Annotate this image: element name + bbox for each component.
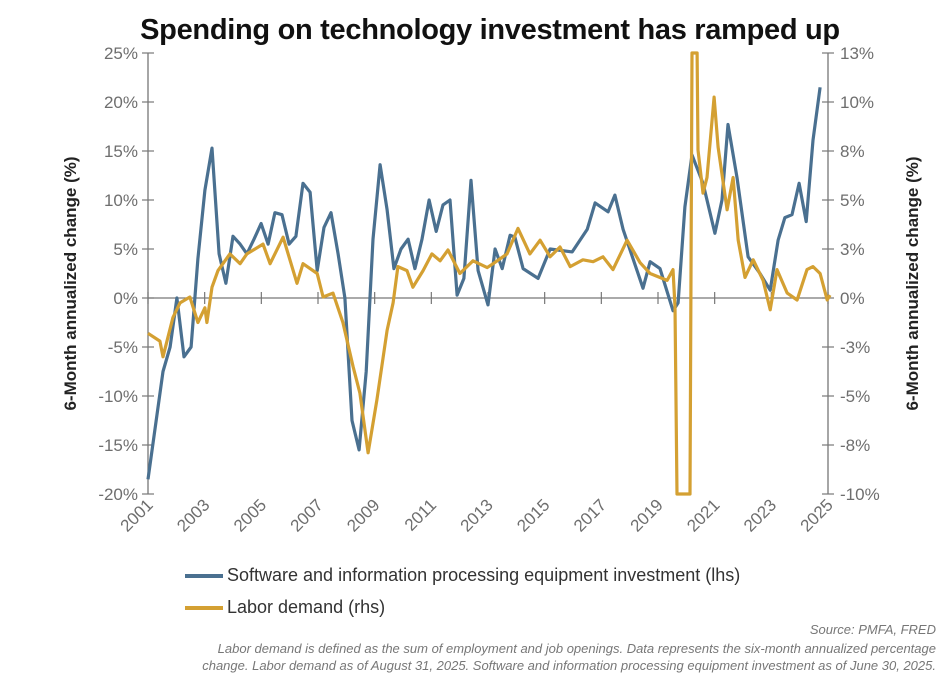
left-axis-label: 6-Month annualized change (%) (61, 156, 80, 410)
x-tick-label: 2015 (513, 495, 553, 535)
source-note: Source: PMFA, FRED (809, 622, 936, 637)
left-tick-label: 0% (113, 289, 138, 308)
left-tick-label: 10% (104, 191, 138, 210)
right-tick-label: 5% (840, 191, 865, 210)
x-tick-label: 2025 (797, 495, 837, 535)
software-investment-line (146, 87, 822, 480)
legend-swatch-software (185, 573, 223, 578)
left-tick-label: -5% (108, 338, 138, 357)
left-tick-label: 20% (104, 93, 138, 112)
chart-title: Spending on technology investment has ra… (140, 14, 840, 46)
left-tick-label: -10% (98, 387, 138, 406)
right-tick-label: 13% (840, 44, 874, 63)
labor-demand-line (147, 51, 832, 496)
footnote: Labor demand is defined as the sum of em… (202, 641, 936, 673)
x-tick-label: 2013 (457, 495, 497, 535)
right-tick-label: -10% (840, 485, 880, 504)
right-tick-label: -5% (840, 387, 870, 406)
left-tick-label: -15% (98, 436, 138, 455)
x-tick-label: 2005 (230, 495, 270, 535)
legend-label: Software and information processing equi… (227, 565, 741, 585)
legend-item-software: Software and information processing equi… (185, 565, 740, 586)
right-tick-label: 10% (840, 93, 874, 112)
right-tick-label: 3% (840, 240, 865, 259)
x-tick-label: 2021 (683, 495, 723, 535)
x-tick-label: 2007 (287, 495, 327, 535)
left-tick-label: 5% (113, 240, 138, 259)
right-axis-label: 6-Month annualized change (%) (903, 156, 922, 410)
left-tick-label: -20% (98, 485, 138, 504)
right-tick-label: 8% (840, 142, 865, 161)
right-tick-label: -8% (840, 436, 870, 455)
x-tick-label: 2019 (627, 495, 667, 535)
right-tick-label: 0% (840, 289, 865, 308)
x-tick-label: 2009 (343, 495, 383, 535)
legend-swatch-labor (185, 605, 223, 610)
x-tick-label: 2023 (740, 495, 780, 535)
left-tick-label: 15% (104, 142, 138, 161)
x-tick-label: 2003 (173, 495, 213, 535)
x-tick-label: 2017 (570, 495, 610, 535)
legend-item-labor: Labor demand (rhs) (185, 597, 385, 618)
legend-label: Labor demand (rhs) (227, 597, 386, 617)
left-tick-label: 25% (104, 44, 138, 63)
x-tick-label: 2011 (401, 495, 440, 534)
right-tick-label: -3% (840, 338, 870, 357)
